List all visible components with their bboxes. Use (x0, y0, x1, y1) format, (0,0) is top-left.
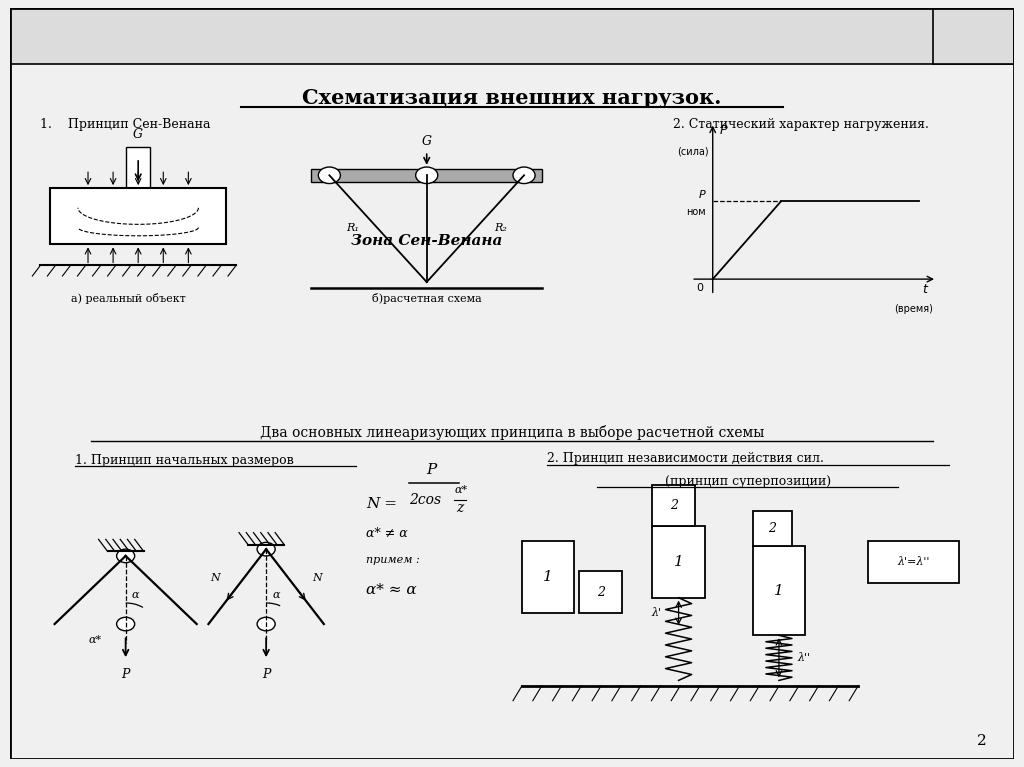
Bar (753, 546, 805, 635)
Text: α: α (272, 590, 280, 600)
Text: 1. Принцип начальных размеров: 1. Принцип начальных размеров (76, 453, 294, 466)
Text: примем :: примем : (367, 555, 420, 565)
Text: α*: α* (89, 635, 102, 645)
Circle shape (416, 167, 437, 183)
Text: N =: N = (367, 497, 397, 511)
Text: 1: 1 (774, 584, 783, 597)
Text: λ'': λ'' (798, 653, 811, 663)
Bar (10, 8, 1014, 64)
Text: б)расчетная схема: б)расчетная схема (372, 293, 481, 304)
Text: P: P (698, 190, 706, 200)
Bar (50, 188, 226, 245)
Text: α: α (132, 590, 139, 600)
Text: (принцип суперпозиции): (принцип суперпозиции) (665, 475, 830, 488)
Text: G: G (422, 135, 432, 148)
Text: α*: α* (455, 486, 468, 495)
Circle shape (513, 167, 536, 183)
Text: N: N (210, 573, 220, 583)
Circle shape (117, 617, 135, 630)
Bar (311, 169, 542, 182)
Text: а) реальный объект: а) реальный объект (71, 293, 185, 304)
Text: G: G (133, 128, 143, 140)
Text: 2: 2 (670, 499, 678, 512)
Bar (934, 8, 1014, 64)
Text: (время): (время) (894, 304, 933, 314)
Text: Два основных линеаризующих принципа в выборе расчетной схемы: Два основных линеаризующих принципа в вы… (260, 425, 764, 439)
Text: N: N (312, 573, 322, 583)
Text: R₂: R₂ (495, 223, 507, 233)
Text: λ'=λ'': λ'=λ'' (897, 557, 930, 567)
Text: R₁: R₁ (346, 223, 359, 233)
Text: 1: 1 (544, 570, 553, 584)
Bar (126, 146, 151, 188)
Text: Зона Сен-Венана: Зона Сен-Венана (351, 234, 503, 248)
Text: 1.    Принцип Сен-Венана: 1. Принцип Сен-Венана (40, 117, 211, 130)
Text: 2: 2 (768, 522, 776, 535)
Text: 2. Статический характер нагружения.: 2. Статический характер нагружения. (673, 117, 929, 130)
Text: 0: 0 (696, 283, 703, 293)
Circle shape (257, 542, 275, 556)
Text: 2: 2 (977, 733, 986, 748)
Bar (753, 511, 792, 546)
Circle shape (318, 167, 340, 183)
Circle shape (117, 549, 135, 563)
Text: α* ≠ α: α* ≠ α (367, 528, 409, 540)
Text: P: P (720, 123, 727, 137)
Text: z: z (456, 501, 464, 515)
Text: P: P (122, 667, 130, 680)
Text: λ': λ' (651, 607, 662, 617)
Text: 2cos: 2cos (409, 493, 440, 507)
Text: ном: ном (686, 207, 706, 217)
Text: P: P (427, 463, 437, 477)
Text: (сила): (сила) (678, 146, 710, 156)
Bar (652, 485, 695, 526)
Bar (580, 571, 622, 613)
Text: 2. Принцип независимости действия сил.: 2. Принцип независимости действия сил. (547, 453, 824, 465)
Text: 2: 2 (597, 585, 604, 598)
Text: 1: 1 (674, 555, 683, 569)
Text: Схематизация внешних нагрузок.: Схематизация внешних нагрузок. (302, 88, 722, 108)
Bar (522, 542, 574, 613)
Text: P: P (262, 667, 270, 680)
Text: α* ≈ α: α* ≈ α (367, 583, 417, 597)
Text: t: t (922, 283, 927, 296)
Circle shape (257, 617, 275, 630)
Bar (652, 526, 705, 597)
Bar (868, 542, 958, 583)
